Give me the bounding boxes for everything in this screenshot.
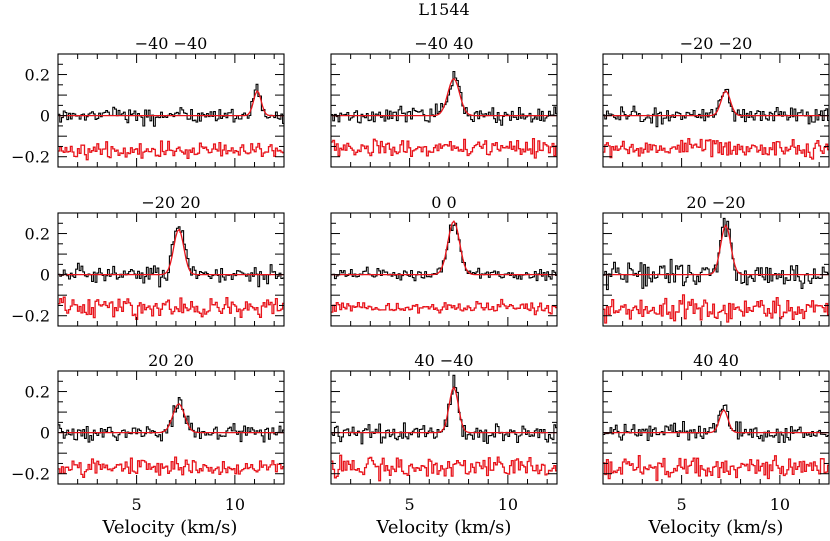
spectrum-panel: 20 −20 — [602, 193, 830, 327]
panel-frame — [330, 53, 558, 168]
model-spectrum — [58, 403, 284, 434]
model-spectrum — [331, 220, 557, 276]
spectra — [331, 220, 557, 316]
x-tick-label: 5 — [677, 495, 687, 514]
panel-offset-label: 20 −20 — [686, 193, 745, 212]
x-axis-label-left: Velocity (km/s) — [102, 517, 238, 538]
spectra — [331, 374, 557, 482]
spectrum-panel: 40 40 5 10 — [602, 351, 830, 514]
model-spectrum — [331, 386, 557, 434]
y-tick-label: 0 — [40, 266, 50, 285]
model-spectrum — [58, 228, 284, 276]
panel-frame — [57, 212, 285, 327]
x-tick-label: 10 — [498, 495, 518, 514]
spectrum-panel: −40 40 — [330, 34, 558, 168]
spectra — [603, 217, 829, 324]
panel-offset-label: −20 −20 — [680, 34, 753, 53]
panel-frame — [602, 53, 830, 168]
observed-spectrum — [331, 222, 557, 282]
spectra — [58, 226, 284, 321]
panel-frame — [330, 212, 558, 327]
spectra — [603, 88, 829, 160]
y-tick-label: −0.2 — [11, 465, 50, 484]
spectrum-panel: −20 −20 — [602, 34, 830, 168]
model-spectrum — [603, 224, 829, 276]
figure-title: L1544 — [418, 0, 469, 19]
spectra — [603, 404, 829, 482]
y-tick-label: 0 — [40, 424, 50, 443]
residual-spectrum — [58, 296, 284, 321]
residual-spectrum — [331, 298, 557, 316]
model-spectrum — [603, 90, 829, 117]
panel-frame — [57, 370, 285, 485]
panel-offset-label: 0 0 — [431, 193, 456, 212]
residual-spectrum — [58, 456, 284, 478]
model-spectrum — [603, 409, 829, 434]
spectra — [58, 83, 284, 161]
panel-offset-label: −40 −40 — [135, 34, 208, 53]
y-tick-label: 0.2 — [25, 383, 50, 402]
spectra — [58, 397, 284, 478]
panel-frame — [602, 212, 830, 327]
observed-spectrum — [603, 404, 829, 443]
observed-spectrum — [331, 374, 557, 445]
panel-grid: −40 −40 0.2 0 −0.2 −40 40 −20 −20 −20 20 0.2 0 −0… — [11, 34, 830, 514]
spectrum-panel: 0 0 — [330, 193, 558, 327]
spectrum-panel: −40 −40 0.2 0 −0.2 — [11, 34, 285, 168]
observed-spectrum — [603, 217, 829, 291]
panel-offset-label: −40 40 — [414, 34, 473, 53]
panel-offset-label: 40 40 — [693, 351, 739, 370]
x-tick-label: 5 — [132, 495, 142, 514]
y-tick-label: −0.2 — [11, 307, 50, 326]
model-spectrum — [331, 77, 557, 117]
observed-spectrum — [603, 88, 829, 128]
panel-frame — [602, 370, 830, 485]
panel-offset-label: 40 −40 — [414, 351, 473, 370]
panel-offset-label: 20 20 — [148, 351, 194, 370]
y-tick-label: 0 — [40, 107, 50, 126]
x-axis-label-right: Velocity (km/s) — [648, 517, 784, 538]
y-tick-label: 0.2 — [25, 225, 50, 244]
spectrum-panel: 40 −40 5 10 — [330, 351, 558, 514]
observed-spectrum — [58, 397, 284, 443]
spectra — [331, 70, 557, 159]
observed-spectrum — [331, 70, 557, 126]
panel-frame — [57, 53, 285, 168]
x-axis-label-middle: Velocity (km/s) — [376, 517, 512, 538]
residual-spectrum — [58, 140, 284, 161]
observed-spectrum — [58, 83, 284, 127]
residual-spectrum — [603, 294, 829, 324]
x-tick-label: 10 — [770, 495, 790, 514]
panel-offset-label: −20 20 — [141, 193, 200, 212]
spectrum-panel: 20 20 0.2 0 −0.2 5 10 — [11, 351, 285, 514]
model-spectrum — [58, 90, 284, 117]
spectrum-panel: −20 20 0.2 0 −0.2 — [11, 193, 285, 327]
residual-spectrum — [331, 137, 557, 159]
y-tick-label: −0.2 — [11, 148, 50, 167]
panel-frame — [330, 370, 558, 485]
x-tick-label: 5 — [405, 495, 415, 514]
residual-spectrum — [331, 454, 557, 482]
x-tick-label: 10 — [225, 495, 245, 514]
y-tick-label: 0.2 — [25, 66, 50, 85]
residual-spectrum — [603, 138, 829, 160]
observed-spectrum — [58, 226, 284, 288]
residual-spectrum — [603, 455, 829, 482]
